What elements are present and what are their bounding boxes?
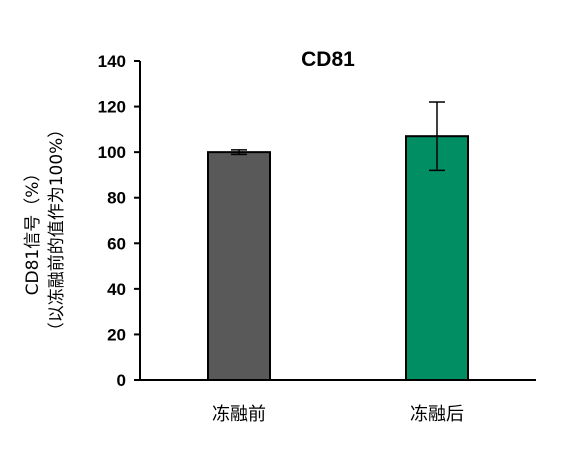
y-tick-label: 80 xyxy=(107,189,126,208)
y-tick-label: 0 xyxy=(117,371,126,390)
y-tick-label: 60 xyxy=(107,234,126,253)
y-tick-label: 40 xyxy=(107,280,126,299)
x-category-label: 冻融前 xyxy=(212,404,266,425)
y-tick-label: 140 xyxy=(98,52,126,71)
bar-2 xyxy=(405,135,469,381)
y-axis-label-line-1: CD81信号（%） xyxy=(23,165,43,296)
y-axis-label: CD81信号（%） （以冻融前的值作为100%） xyxy=(23,121,67,340)
bar-1 xyxy=(207,151,271,381)
y-tick-label: 120 xyxy=(98,98,126,117)
y-axis-label-line-2: （以冻融前的值作为100%） xyxy=(47,121,67,340)
x-category-label: 冻融后 xyxy=(410,404,464,425)
y-tick-label: 100 xyxy=(98,143,126,162)
plot-area: 0 20 40 60 80 100 120 140 冻融前 冻融后 xyxy=(98,52,536,425)
y-tick-label: 20 xyxy=(107,325,126,344)
chart-title: CD81 xyxy=(301,48,355,71)
